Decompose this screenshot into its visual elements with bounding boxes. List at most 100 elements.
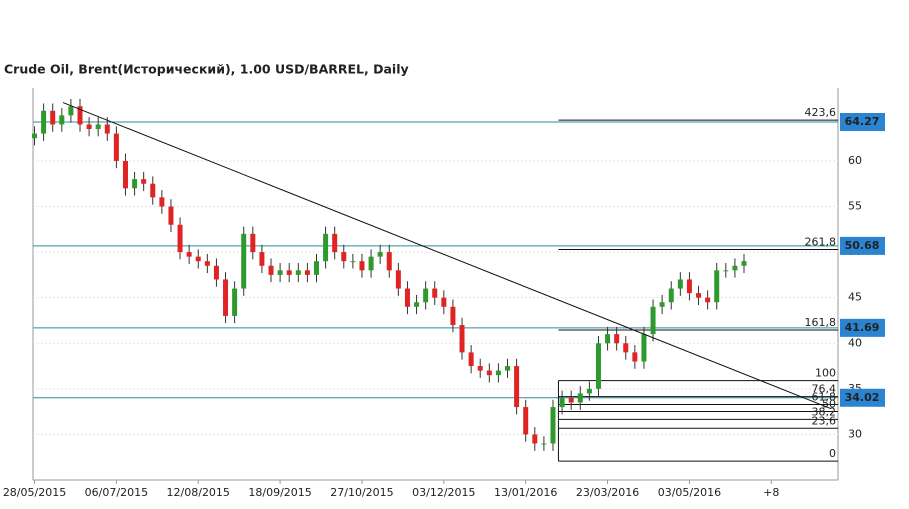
candle-body [113,133,119,161]
x-tick-label: +8 [763,486,779,499]
fib-label: 76,4 [812,383,837,396]
x-tick-label: 28/05/2015 [3,486,66,499]
candle-body [623,343,629,353]
y-tick-label: 30 [848,427,862,440]
candle-body [614,334,620,344]
candle-body [368,256,374,271]
price-label: 64.27 [845,115,880,128]
candle-body [250,233,256,253]
candle-body [122,160,128,189]
candle-body [723,270,729,272]
candle-body [359,261,365,271]
candle-body [50,110,56,125]
candle-body [186,252,192,257]
candle-body [41,110,47,134]
candle-body [668,288,674,303]
x-tick-label: 13/01/2016 [494,486,557,499]
candle-body [677,279,683,289]
candle-body [86,124,92,130]
candle-body [59,115,65,125]
candle-body [641,334,647,362]
x-tick-label: 03/12/2015 [412,486,475,499]
candle-body [632,352,638,362]
candle-body [295,270,301,275]
price-label-box [840,388,885,407]
candle-body [659,302,665,307]
candle-body [395,270,401,289]
candle-body [268,265,274,275]
candle-body [195,256,201,262]
candle-body [313,261,319,275]
candle-body [505,366,511,371]
candle-body [541,443,547,445]
candle-body [595,343,601,389]
y-tick-label: 45 [848,291,862,304]
fib-label: 423,6 [805,106,837,119]
candle-body [468,352,474,367]
candle-body [705,297,711,303]
candle-body [423,288,429,303]
price-label: 41.69 [845,321,880,334]
candle-body [605,334,611,344]
candle-body [477,366,483,371]
candle-body [177,224,183,253]
fib-label: 261,8 [805,235,837,248]
candle-body [213,265,219,280]
candle-body [550,407,556,444]
candle-body [495,370,501,376]
candle-body [341,252,347,262]
candle-body [32,133,38,139]
candle-body [132,179,138,189]
x-tick-label: 12/08/2015 [167,486,230,499]
y-tick-label: 60 [848,154,862,167]
candle-body [559,397,565,408]
candle-body [259,252,265,266]
candle-body [377,252,383,257]
candle-body [459,325,465,353]
chart-title: Crude Oil, Brent(Исторический), 1.00 USD… [4,62,409,77]
fib-label: 0 [829,447,836,460]
candle-body [150,183,156,198]
candle-body [414,302,420,307]
candle-body [204,261,210,266]
price-label: 34.02 [845,391,880,404]
candle-body [514,366,520,408]
candle-body [350,261,356,263]
candle-body [650,306,656,335]
candle-body [441,297,447,307]
candle-body [223,279,229,316]
candle-body [68,106,74,116]
price-label-box [840,318,885,337]
candle-body [323,233,329,262]
x-tick-label: 23/03/2016 [576,486,639,499]
trend-line [62,102,831,409]
fib-label: 100 [815,367,836,380]
candle-body [577,393,583,403]
candle-body [232,288,238,316]
x-tick-label: 27/10/2015 [330,486,393,499]
candle-body [432,288,438,298]
candle-body [523,407,529,435]
candle-body [286,270,292,275]
candle-body [241,233,247,289]
candle-body [696,293,702,298]
candle-body [568,397,574,403]
fib-label: 50 [822,397,836,410]
candle-body [332,233,338,253]
fib-label: 23,6 [812,414,837,427]
candle-body [168,206,174,225]
candle-body [104,124,110,134]
candle-body [450,306,456,326]
candle-body [741,261,747,266]
candle-body [159,197,165,207]
x-tick-label: 03/05/2016 [658,486,721,499]
fib-label: 161,8 [805,316,837,329]
x-tick-label: 06/07/2015 [85,486,148,499]
candle-body [277,270,283,275]
candle-body [714,270,720,303]
candle-body [586,388,592,394]
candle-body [732,265,738,271]
candle-body [95,124,101,130]
